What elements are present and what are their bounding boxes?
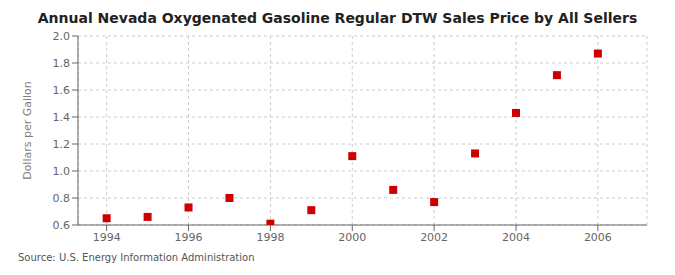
svg-text:1.4: 1.4 [53, 111, 71, 124]
html-text:Annual Nevada Oxygenated Gasol: Annual Nevada Oxygenated Gasoline Regula… [37, 10, 638, 26]
svg-text:1998: 1998 [256, 231, 284, 244]
svg-text:2000: 2000 [338, 231, 366, 244]
svg-text:1994: 1994 [93, 231, 121, 244]
svg-text:2.0: 2.0 [53, 30, 71, 43]
svg-text:1996: 1996 [175, 231, 203, 244]
svg-text:0.6: 0.6 [53, 219, 71, 232]
svg-text:2006: 2006 [584, 231, 612, 244]
svg-text:2004: 2004 [502, 231, 530, 244]
svg-text:1.6: 1.6 [53, 84, 71, 97]
svg-text:0.8: 0.8 [53, 192, 71, 205]
svg-text:1.2: 1.2 [53, 138, 71, 151]
svg-text:2002: 2002 [420, 231, 448, 244]
svg-text:Dollars per Gallon: Dollars per Gallon [21, 81, 34, 180]
svg-text:1.8: 1.8 [53, 57, 71, 70]
html-text:Source: U.S. Energy Informatio: Source: U.S. Energy Information Administ… [18, 252, 255, 263]
svg-text:1.0: 1.0 [53, 165, 71, 178]
